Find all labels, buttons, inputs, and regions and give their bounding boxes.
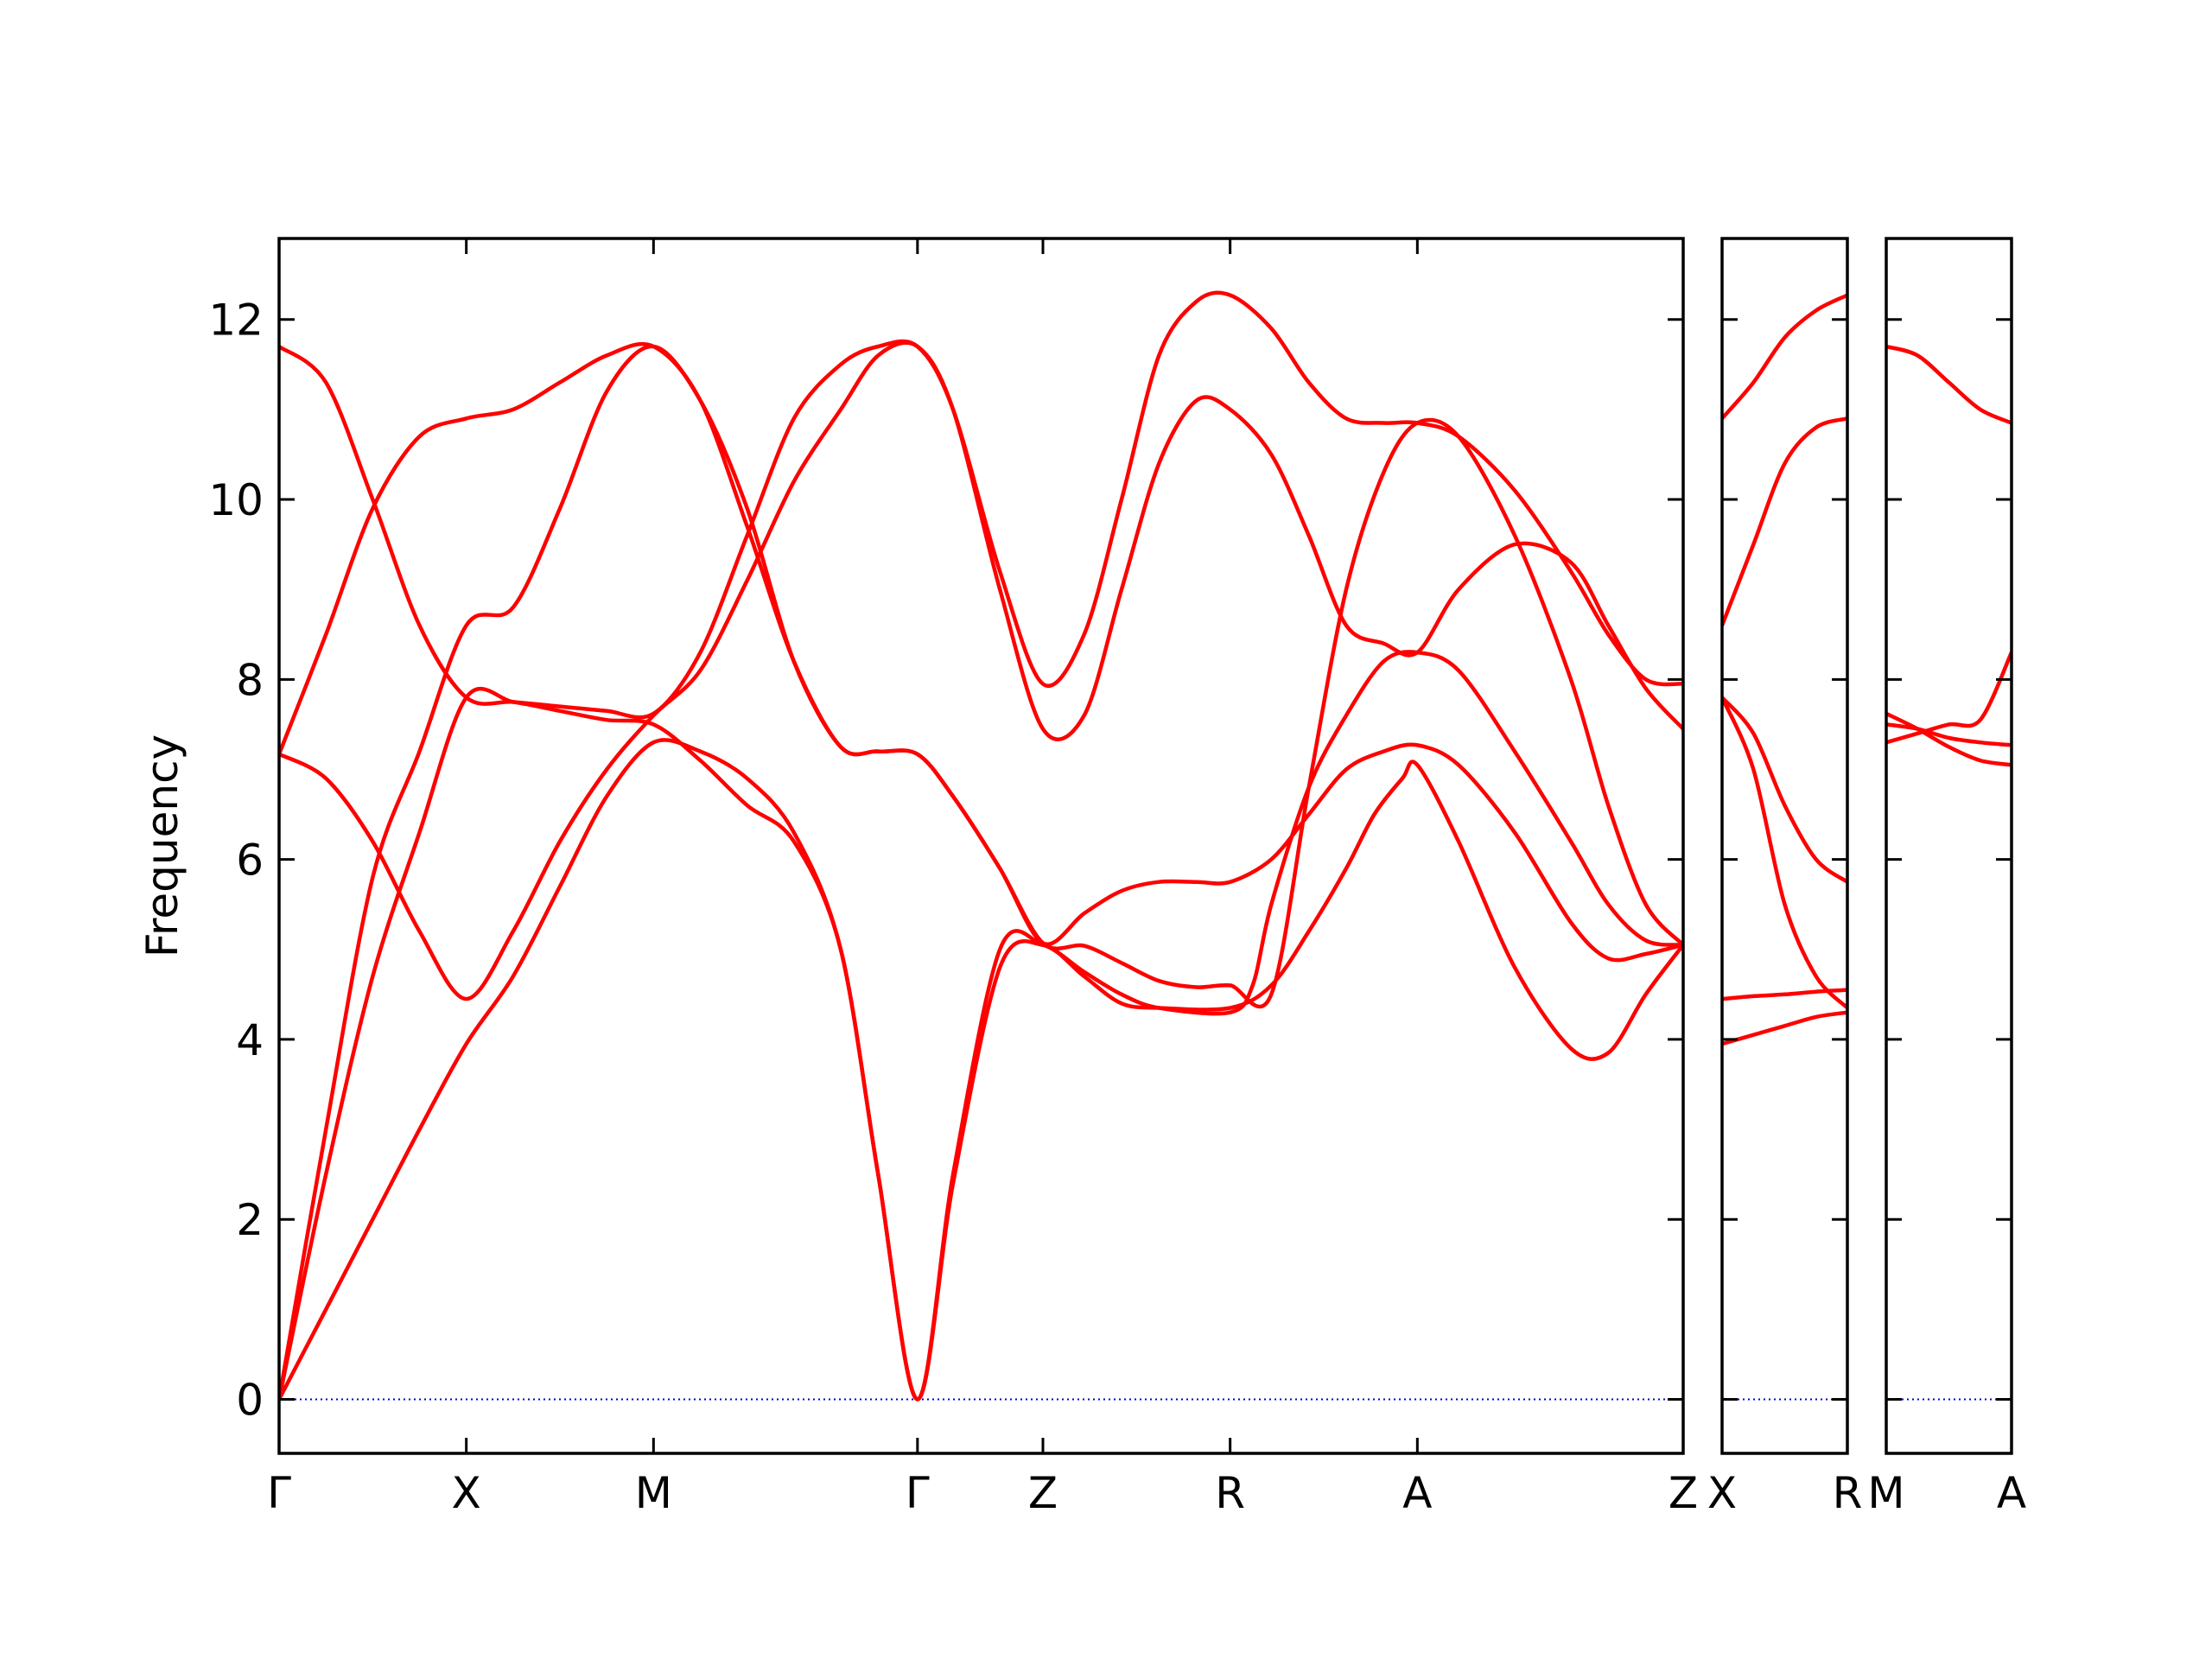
band-2 bbox=[1886, 722, 2012, 747]
panel-frame bbox=[1885, 237, 2013, 1455]
band-1 bbox=[1886, 650, 2012, 745]
y-tick-label: 6 bbox=[236, 836, 264, 886]
x-tick-label: Z bbox=[1669, 1468, 1698, 1518]
y-axis-label: Frequency bbox=[137, 734, 188, 957]
x-tick-label: R bbox=[1215, 1468, 1245, 1518]
x-tick-label: X bbox=[1707, 1468, 1737, 1518]
bands bbox=[1722, 293, 1847, 1046]
band-2 bbox=[279, 650, 1683, 1402]
y-tick-label: 0 bbox=[236, 1376, 264, 1426]
band-4 bbox=[1886, 344, 2012, 425]
band-6 bbox=[279, 290, 1683, 720]
x-tick-label: A bbox=[1402, 1468, 1432, 1518]
x-tick-label: Γ bbox=[906, 1468, 930, 1518]
y-tick-label: 2 bbox=[236, 1195, 264, 1245]
y-tick-label: 12 bbox=[208, 296, 264, 346]
x-tick-label: X bbox=[452, 1468, 481, 1518]
band-5 bbox=[1722, 416, 1847, 628]
y-tick-label: 8 bbox=[236, 655, 264, 705]
band-3 bbox=[1886, 711, 2012, 767]
band-6 bbox=[1722, 293, 1847, 421]
bands bbox=[1886, 344, 2012, 767]
x-tick-label: R bbox=[1833, 1468, 1863, 1518]
x-tick-label: Γ bbox=[267, 1468, 291, 1518]
y-tick-label: 10 bbox=[208, 475, 264, 525]
band-4 bbox=[1722, 695, 1847, 884]
panel-frame bbox=[277, 237, 1685, 1455]
band-5 bbox=[279, 341, 1683, 963]
x-tick-label: M bbox=[1867, 1468, 1904, 1518]
panel-1: 0 2 4 6 8 10 12 Γ X M Γ Z R A Z bbox=[208, 237, 1698, 1518]
panel-frame bbox=[1720, 237, 1849, 1455]
x-tick-label: A bbox=[1997, 1468, 2026, 1518]
x-tick-label: M bbox=[635, 1468, 672, 1518]
bands bbox=[279, 290, 1683, 1402]
band-1 bbox=[1722, 1010, 1847, 1046]
x-tick-label: Z bbox=[1028, 1468, 1058, 1518]
y-tick-label: 4 bbox=[236, 1015, 264, 1065]
band-4 bbox=[279, 340, 1683, 1001]
band-3 bbox=[1722, 695, 1847, 1010]
